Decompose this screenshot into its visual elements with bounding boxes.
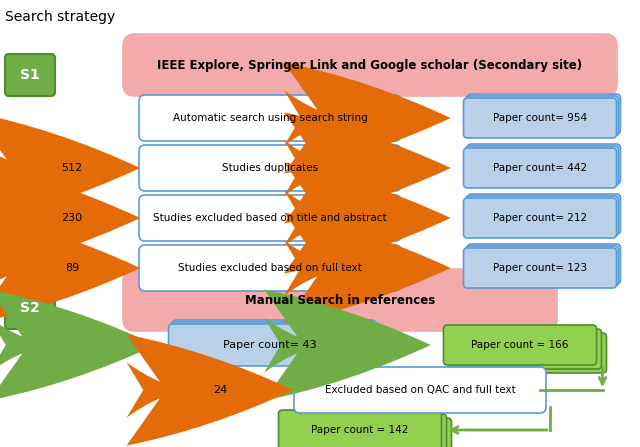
FancyBboxPatch shape — [5, 54, 55, 96]
FancyBboxPatch shape — [139, 145, 401, 191]
FancyBboxPatch shape — [467, 194, 621, 234]
FancyBboxPatch shape — [463, 98, 616, 138]
Text: 230: 230 — [61, 213, 83, 223]
FancyBboxPatch shape — [465, 246, 618, 286]
Text: 24: 24 — [213, 385, 227, 395]
Text: Manual Search in references: Manual Search in references — [245, 294, 435, 307]
FancyBboxPatch shape — [444, 325, 596, 365]
FancyBboxPatch shape — [123, 34, 617, 96]
Polygon shape — [191, 376, 249, 404]
FancyBboxPatch shape — [170, 322, 374, 364]
FancyBboxPatch shape — [139, 245, 401, 291]
FancyBboxPatch shape — [454, 333, 607, 373]
Text: Paper count= 442: Paper count= 442 — [493, 163, 587, 173]
FancyBboxPatch shape — [467, 244, 621, 284]
FancyBboxPatch shape — [168, 324, 371, 366]
FancyBboxPatch shape — [294, 367, 546, 413]
Polygon shape — [38, 154, 106, 182]
Text: Paper count= 43: Paper count= 43 — [223, 340, 317, 350]
Text: Paper count= 123: Paper count= 123 — [493, 263, 587, 273]
FancyBboxPatch shape — [463, 198, 616, 238]
Text: 89: 89 — [65, 263, 79, 273]
FancyBboxPatch shape — [5, 287, 55, 329]
Text: 512: 512 — [61, 163, 83, 173]
FancyBboxPatch shape — [139, 195, 401, 241]
Text: Paper count = 142: Paper count = 142 — [311, 425, 409, 435]
Text: S2: S2 — [20, 301, 40, 315]
FancyBboxPatch shape — [465, 196, 618, 236]
FancyBboxPatch shape — [173, 320, 376, 362]
FancyBboxPatch shape — [465, 146, 618, 186]
Text: Studies excluded based on full text: Studies excluded based on full text — [178, 263, 362, 273]
FancyBboxPatch shape — [465, 96, 618, 136]
Text: Studies excluded based on title and abstract: Studies excluded based on title and abst… — [153, 213, 387, 223]
FancyBboxPatch shape — [123, 269, 557, 331]
Text: Excluded based on QAC and full text: Excluded based on QAC and full text — [324, 385, 515, 395]
FancyBboxPatch shape — [463, 248, 616, 288]
FancyBboxPatch shape — [449, 329, 602, 369]
FancyBboxPatch shape — [467, 144, 621, 184]
FancyBboxPatch shape — [139, 95, 401, 141]
Polygon shape — [38, 254, 106, 282]
FancyBboxPatch shape — [284, 414, 447, 447]
Text: IEEE Explore, Springer Link and Google scholar (Secondary site): IEEE Explore, Springer Link and Google s… — [157, 59, 582, 72]
Text: S1: S1 — [20, 68, 40, 82]
Text: Paper count= 212: Paper count= 212 — [493, 213, 587, 223]
Polygon shape — [38, 204, 106, 232]
Text: Search strategy: Search strategy — [5, 10, 115, 24]
Text: Paper count = 166: Paper count = 166 — [471, 340, 569, 350]
Text: Automatic search using search string: Automatic search using search string — [173, 113, 367, 123]
Text: Studies duplicates: Studies duplicates — [222, 163, 318, 173]
FancyBboxPatch shape — [463, 148, 616, 188]
FancyBboxPatch shape — [278, 410, 442, 447]
FancyBboxPatch shape — [467, 94, 621, 134]
FancyBboxPatch shape — [289, 418, 451, 447]
Text: Paper count= 954: Paper count= 954 — [493, 113, 587, 123]
